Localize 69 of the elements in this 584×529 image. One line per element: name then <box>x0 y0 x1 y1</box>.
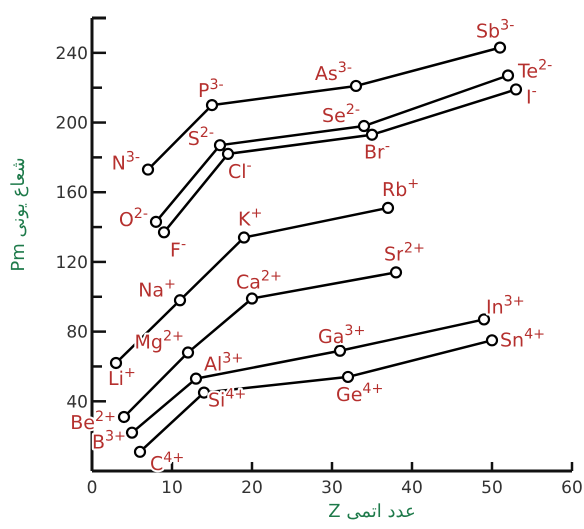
point <box>238 231 250 244</box>
point <box>246 292 258 305</box>
point <box>198 386 210 399</box>
x-tick-label: 20 <box>241 478 263 498</box>
y-tick-label: 240 <box>56 44 88 64</box>
annotation: Cl$^{-}$ <box>228 158 252 183</box>
annotation: Mg$^{2+}$ <box>134 328 184 354</box>
point <box>110 356 122 370</box>
x-tick-label: 40 <box>401 478 423 498</box>
annotation: Ge$^{4+}$ <box>336 380 384 406</box>
point <box>486 334 498 346</box>
x-tick-label: 0 <box>86 478 98 498</box>
annotation: O$^{2-}$ <box>118 206 148 231</box>
point <box>142 163 154 176</box>
y-tick-label: 160 <box>56 183 88 204</box>
point <box>118 410 130 424</box>
point <box>382 202 394 214</box>
point <box>350 80 362 92</box>
annotation: C$^{4+}$ <box>150 450 184 475</box>
annotation: K$^{+}$ <box>238 206 262 231</box>
annotation: S$^{2-}$ <box>188 125 214 150</box>
x-tick-label: 10 <box>161 478 183 498</box>
x-tick-label: 60 <box>561 478 583 498</box>
point <box>150 216 162 228</box>
point <box>342 370 354 384</box>
point <box>126 426 138 439</box>
annotation: N$^{3-}$ <box>112 150 140 175</box>
annotation: Sb$^{3-}$ <box>476 18 514 43</box>
annotation: Ga$^{3+}$ <box>318 322 366 348</box>
x-tick-label: 50 <box>481 478 503 498</box>
point <box>366 128 378 141</box>
annotation: F$^{-}$ <box>170 236 186 262</box>
y-tick-label: 120 <box>56 252 88 273</box>
x-tick-label: 30 <box>321 478 343 498</box>
x-axis-title: عدد اتمی Z <box>328 501 416 522</box>
annotation: I$^{-}$ <box>526 83 537 108</box>
annotation: Si$^{4+}$ <box>208 386 246 412</box>
annotation: Sn$^{4+}$ <box>500 326 546 352</box>
y-tick-label: 80 <box>66 322 88 343</box>
point <box>134 446 146 458</box>
point <box>174 294 186 306</box>
point <box>510 83 522 96</box>
annotation: Al$^{3+}$ <box>204 350 244 376</box>
annotation: Te$^{2-}$ <box>517 57 552 82</box>
annotation: In$^{3+}$ <box>486 293 525 318</box>
annotation: As$^{3-}$ <box>314 60 352 85</box>
point <box>214 139 226 152</box>
annotation: Sr$^{2+}$ <box>384 240 425 266</box>
y-tick-label: 200 <box>56 114 88 134</box>
annotation: P$^{3-}$ <box>198 77 224 102</box>
point <box>334 344 346 357</box>
annotation: Rb$^{+}$ <box>382 176 420 201</box>
point <box>206 99 218 112</box>
annotation: Li$^{+}$ <box>108 364 136 390</box>
point <box>158 226 170 238</box>
point <box>190 372 202 385</box>
point <box>502 69 514 82</box>
annotation: Ca$^{2+}$ <box>236 268 282 294</box>
annotation: Se$^{2-}$ <box>322 102 360 128</box>
point <box>358 120 370 132</box>
annotation: Na$^{+}$ <box>138 276 176 302</box>
y-tick-label: 40 <box>66 392 88 412</box>
point <box>478 313 490 326</box>
annotation: Br$^{-}$ <box>364 138 390 164</box>
point <box>390 266 402 278</box>
point <box>182 346 194 359</box>
point <box>222 148 234 160</box>
y-axis-title: شعاع یونی Pm <box>8 157 29 272</box>
point <box>494 42 506 54</box>
